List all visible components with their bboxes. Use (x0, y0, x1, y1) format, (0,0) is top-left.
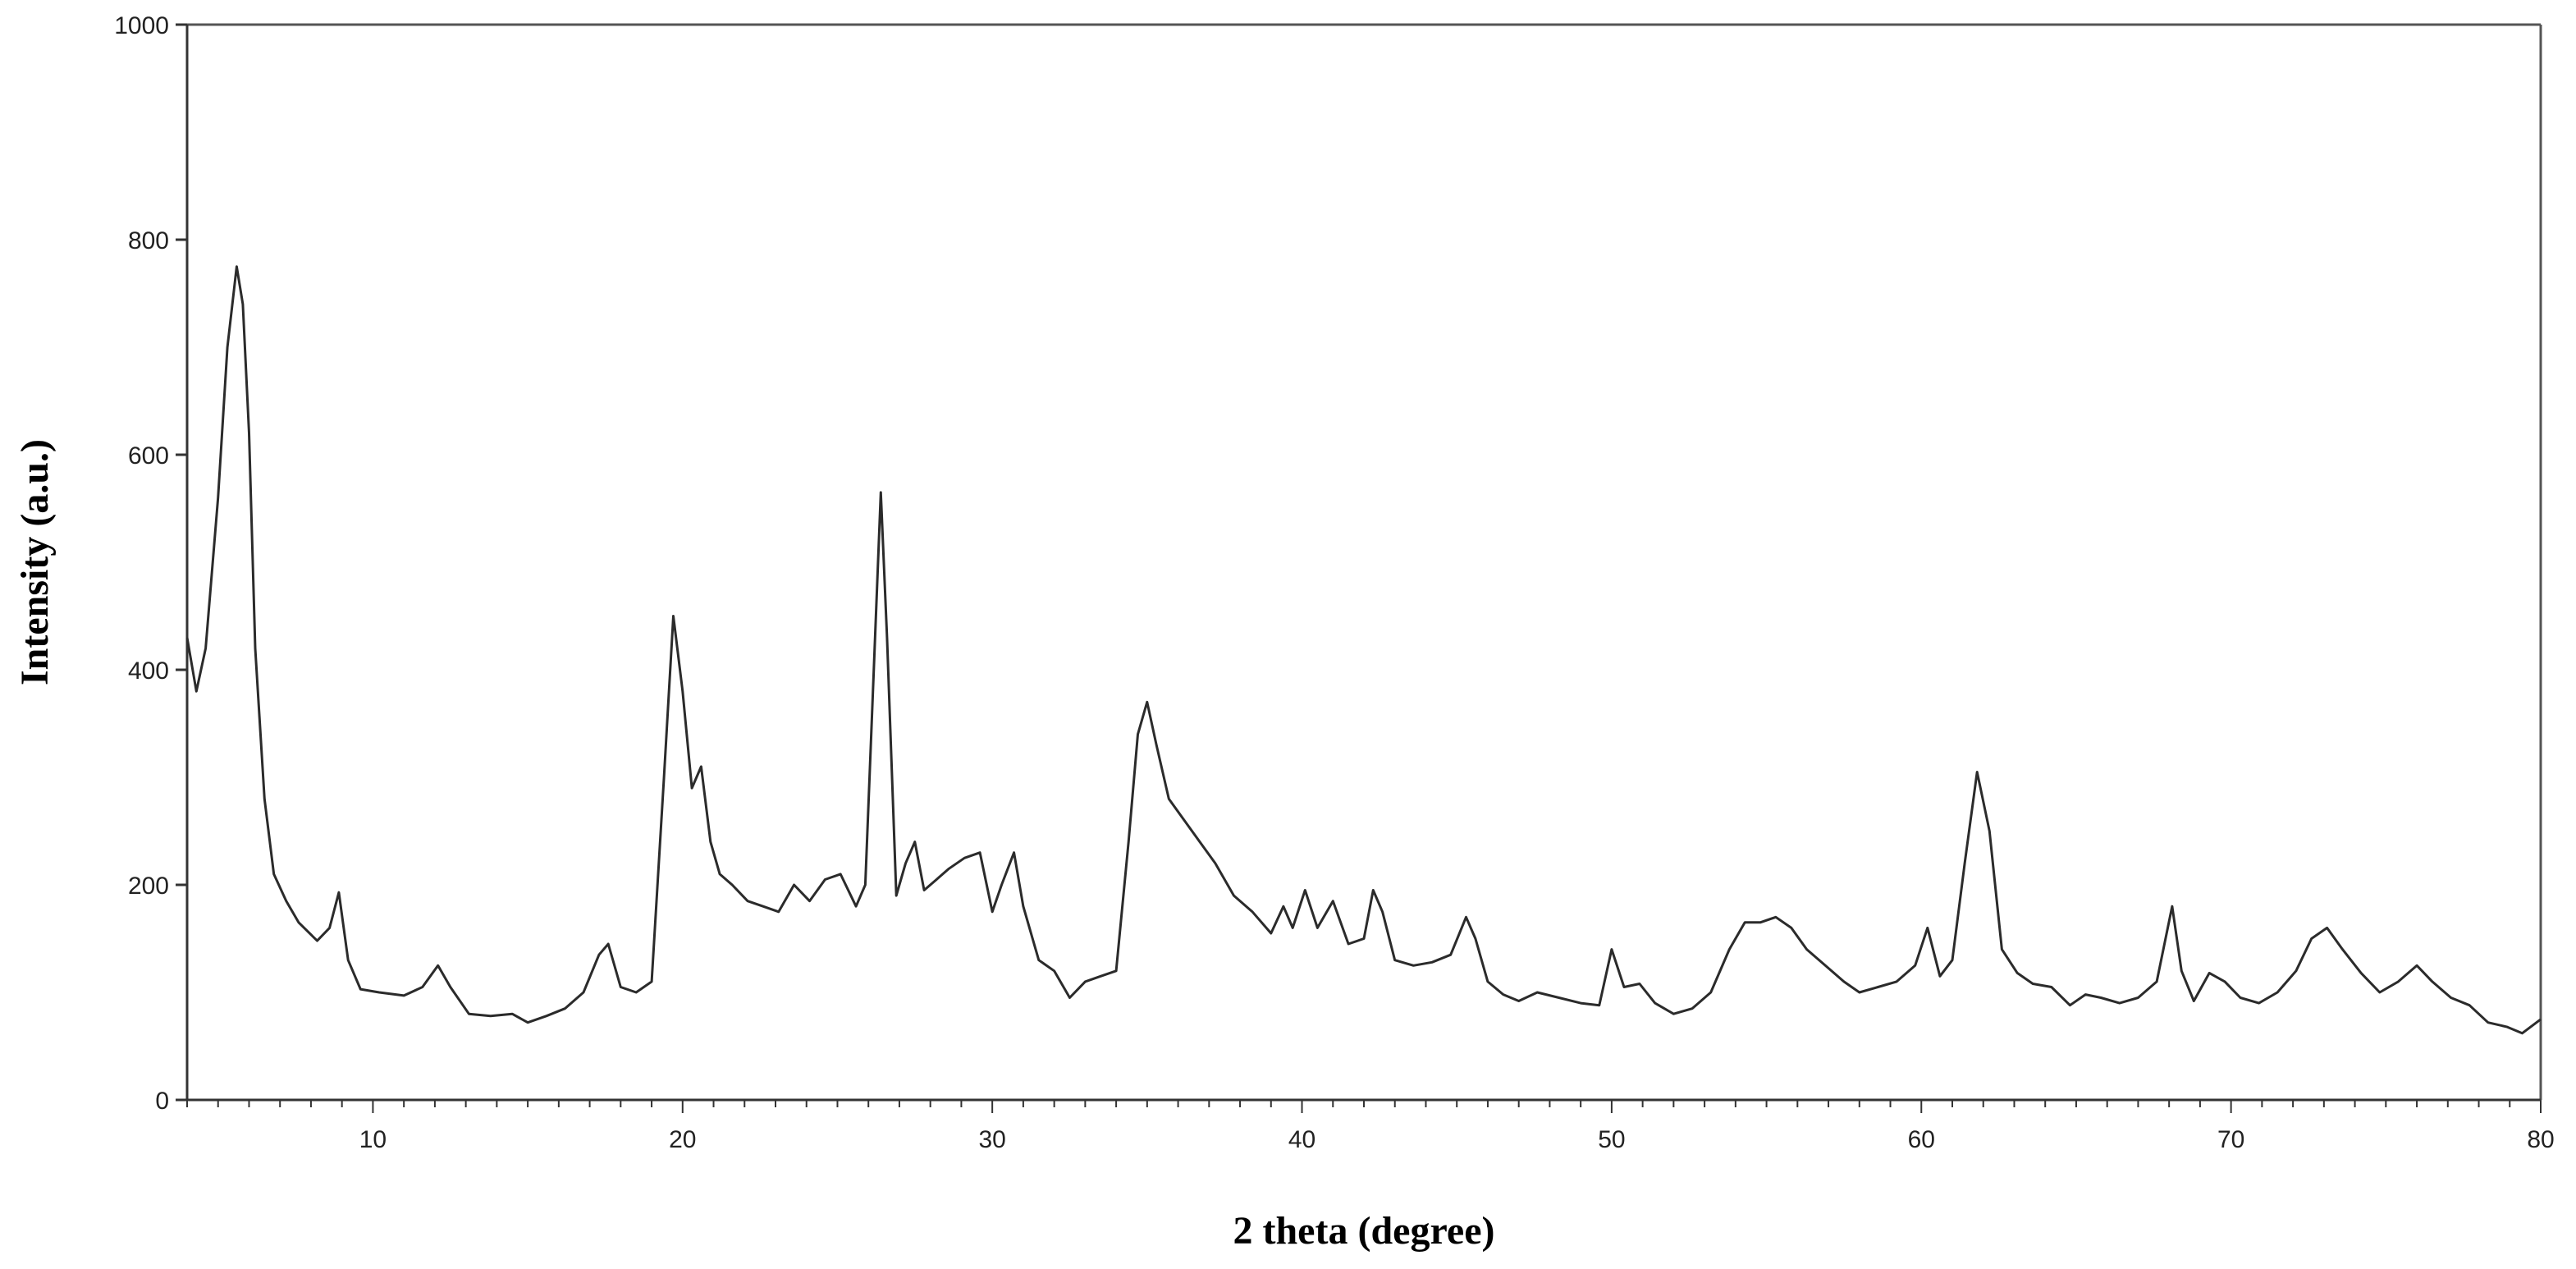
x-tick-label: 50 (1598, 1126, 1625, 1153)
series-layer (185, 265, 2542, 1035)
series-line (185, 265, 2542, 1035)
x-tick-label: 60 (1908, 1126, 1935, 1153)
y-tick-label: 400 (128, 657, 169, 685)
x-tick-label: 10 (359, 1126, 387, 1153)
x-axis-title: 2 theta (degree) (1233, 1209, 1495, 1253)
y-tick-label: 600 (128, 442, 169, 470)
y-tick-label: 0 (155, 1088, 169, 1115)
x-tick-label: 70 (2217, 1126, 2244, 1153)
y-tick-label: 800 (128, 227, 169, 254)
x-tick-label: 30 (978, 1126, 1005, 1153)
ticks-layer: 0 200 400 600 800 1000 10 20 30 40 50 60 70 80 (114, 12, 2554, 1153)
x-tick-label: 40 (1288, 1126, 1315, 1153)
x-tick-label: 80 (2527, 1126, 2554, 1153)
y-axis-title: Intensity (a.u.) (13, 439, 57, 685)
y-tick-label: 1000 (114, 12, 169, 39)
x-tick-label: 20 (669, 1126, 696, 1153)
y-tick-label: 200 (128, 873, 169, 900)
